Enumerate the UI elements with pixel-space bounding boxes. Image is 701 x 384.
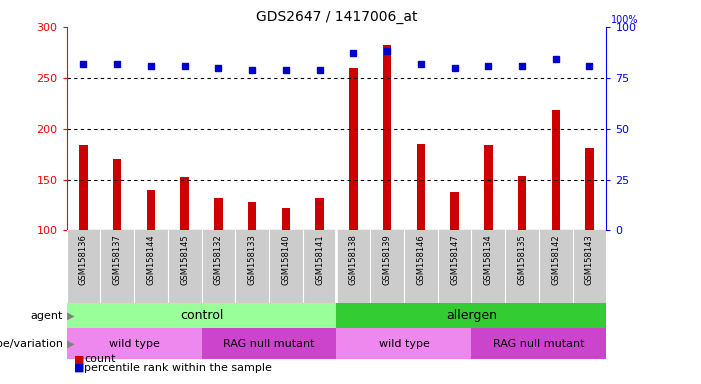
Bar [248,202,257,230]
Bar [113,159,121,230]
Bar [147,190,155,230]
Text: GSM158146: GSM158146 [416,234,426,285]
Text: GSM158140: GSM158140 [281,234,290,285]
Bar [336,328,471,359]
Text: GSM158138: GSM158138 [349,234,358,285]
Text: GSM158139: GSM158139 [383,234,392,285]
Title: GDS2647 / 1417006_at: GDS2647 / 1417006_at [256,10,417,25]
Bar [552,110,560,230]
Bar [383,45,391,230]
Text: allergen: allergen [446,310,497,322]
Bar [585,148,594,230]
Text: GSM158132: GSM158132 [214,234,223,285]
Text: wild type: wild type [109,339,160,349]
Bar [518,177,526,230]
Bar [336,303,606,328]
Bar [315,198,324,230]
Bar [79,145,88,230]
Text: GSM158142: GSM158142 [551,234,560,285]
Bar [450,192,458,230]
Text: count: count [84,354,116,364]
Text: GSM158141: GSM158141 [315,234,324,285]
Bar [202,328,336,359]
Text: ■: ■ [74,363,84,373]
Bar [67,303,336,328]
Text: GSM158135: GSM158135 [517,234,526,285]
Text: ■: ■ [74,354,84,364]
Bar [282,208,290,230]
Text: GSM158143: GSM158143 [585,234,594,285]
Text: GSM158147: GSM158147 [450,234,459,285]
Text: RAG null mutant: RAG null mutant [493,339,585,349]
Text: agent: agent [31,311,63,321]
Text: RAG null mutant: RAG null mutant [223,339,315,349]
Text: percentile rank within the sample: percentile rank within the sample [84,363,272,373]
Text: genotype/variation: genotype/variation [0,339,63,349]
Text: ▶: ▶ [64,311,75,321]
Text: GSM158136: GSM158136 [79,234,88,285]
Text: GSM158145: GSM158145 [180,234,189,285]
Text: GSM158137: GSM158137 [113,234,122,285]
Bar [215,198,223,230]
Text: GSM158134: GSM158134 [484,234,493,285]
Bar [180,177,189,230]
Bar [349,68,358,230]
Bar [484,145,493,230]
Text: GSM158133: GSM158133 [247,234,257,285]
Text: ▶: ▶ [64,339,75,349]
Text: control: control [180,310,223,322]
Bar [471,328,606,359]
Bar [67,328,202,359]
Text: 100%: 100% [611,15,638,25]
Bar [416,144,425,230]
Text: GSM158144: GSM158144 [147,234,156,285]
Text: wild type: wild type [379,339,430,349]
